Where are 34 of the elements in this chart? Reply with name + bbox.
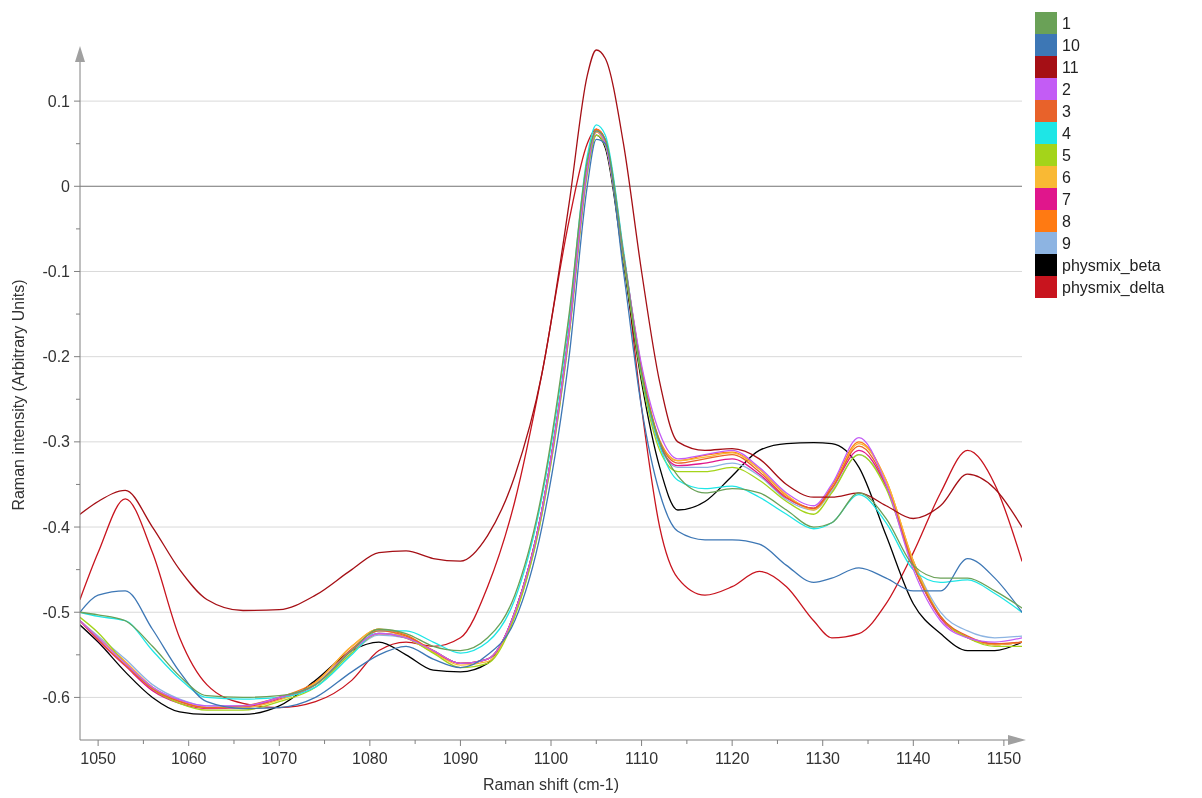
legend-label: 9 [1062, 234, 1071, 252]
x-tick-label: 1060 [170, 750, 207, 767]
y-tick-label: -0.2 [42, 348, 71, 366]
legend-label: 1 [1062, 14, 1071, 32]
legend-label: 3 [1062, 102, 1071, 120]
x-tick-label: 1140 [896, 750, 931, 767]
legend-label: 11 [1062, 58, 1079, 76]
legend-label: 6 [1062, 168, 1071, 186]
y-tick-label: -0.4 [42, 518, 71, 536]
legend-label: physmix_beta [1062, 256, 1161, 275]
legend-label: physmix_delta [1062, 278, 1165, 297]
x-axis-title: Raman shift (cm-1) [482, 776, 620, 793]
x-tick-label: 1070 [261, 750, 298, 767]
x-tick-label: 1100 [533, 750, 569, 767]
legend-label: 10 [1062, 36, 1080, 54]
legend-label: 8 [1062, 212, 1071, 230]
legend-label: 7 [1062, 190, 1071, 208]
legend-label: 5 [1062, 146, 1071, 164]
x-tick-label: 1120 [714, 750, 750, 767]
x-tick-label: 1080 [352, 750, 388, 767]
y-tick-label: -0.5 [42, 603, 71, 621]
y-tick-label: -0.6 [42, 689, 71, 707]
legend-label: 4 [1062, 124, 1071, 142]
y-tick-label: -0.3 [42, 433, 71, 451]
x-tick-label: 1150 [986, 750, 1022, 767]
y-tick-label: 0 [61, 177, 71, 195]
x-tick-label: 1090 [442, 750, 479, 767]
legend-label: 2 [1062, 80, 1071, 98]
y-tick-label: 0.1 [47, 92, 71, 110]
x-tick-label: 1110 [624, 750, 659, 767]
x-tick-label: 1130 [805, 750, 841, 767]
y-axis-title: Raman intensity (Arbitrary Units) [10, 279, 27, 511]
y-tick-label: -0.1 [42, 263, 71, 281]
x-tick-label: 1050 [80, 750, 117, 767]
